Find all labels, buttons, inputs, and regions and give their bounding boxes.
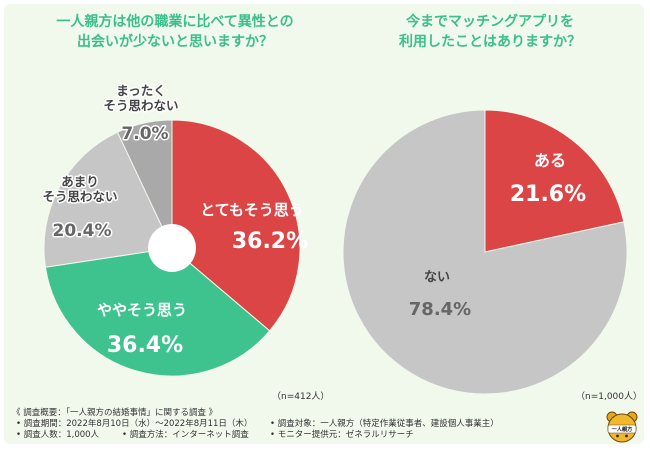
slice-label-no: ない [424,270,450,285]
slice-value-no: 78.4% [409,299,471,320]
slice-no [342,109,628,395]
slice-value-yes: 21.6% [510,182,586,207]
mascot-label: 一人親方 [612,425,633,433]
bear-mascot-icon: 一人親方 [606,411,638,443]
survey-provider: • モニター提供元：ゼネラルリサーチ [270,430,414,440]
slice-value-not-at-all: 7.0% [121,124,168,144]
slice-label-yes: ある [534,151,566,170]
slice-label-not-at-all: まったくそう思わない [103,83,178,113]
survey-period: • 調査期間：2022年8月10日（水）〜2022年8月11日（木） [16,419,253,429]
slice-label-somewhat: ややそう思う [97,301,187,319]
right-sample-size: （n=1,000人） [576,392,643,402]
slice-very-much [171,119,301,332]
slice-label-very-much: とてもそう思う [200,201,304,219]
slice-somewhat [44,247,271,377]
slice-label-not-really: あまりそう思わない [42,174,117,204]
survey-target: • 調査対象：一人親方（特定作業従事者、建設個人事業主） [270,419,499,429]
slice-value-not-really: 20.4% [53,221,112,241]
survey-method: • 調査方法：インターネット調査 [122,430,249,440]
right-chart-title: 今までマッチングアプリを 利用したことはありますか？ [399,14,581,50]
survey-heading: 《 調査概要：「一人親方の結婚事情」に関する調査 》 [12,408,218,418]
slice-not-really [43,131,173,268]
slice-value-very-much: 36.2% [232,229,308,254]
slice-value-somewhat: 36.4% [107,333,183,358]
donut-hole [148,224,196,272]
left-chart-title: 一人親方は他の職業に比べて異性との 出会いが少ないと思いますか？ [56,14,294,50]
left-sample-size: （n=412人） [272,392,330,402]
survey-count: • 調査人数：1,000人 [16,430,100,440]
slice-yes [484,109,625,253]
slice-not-at-all [116,119,173,249]
